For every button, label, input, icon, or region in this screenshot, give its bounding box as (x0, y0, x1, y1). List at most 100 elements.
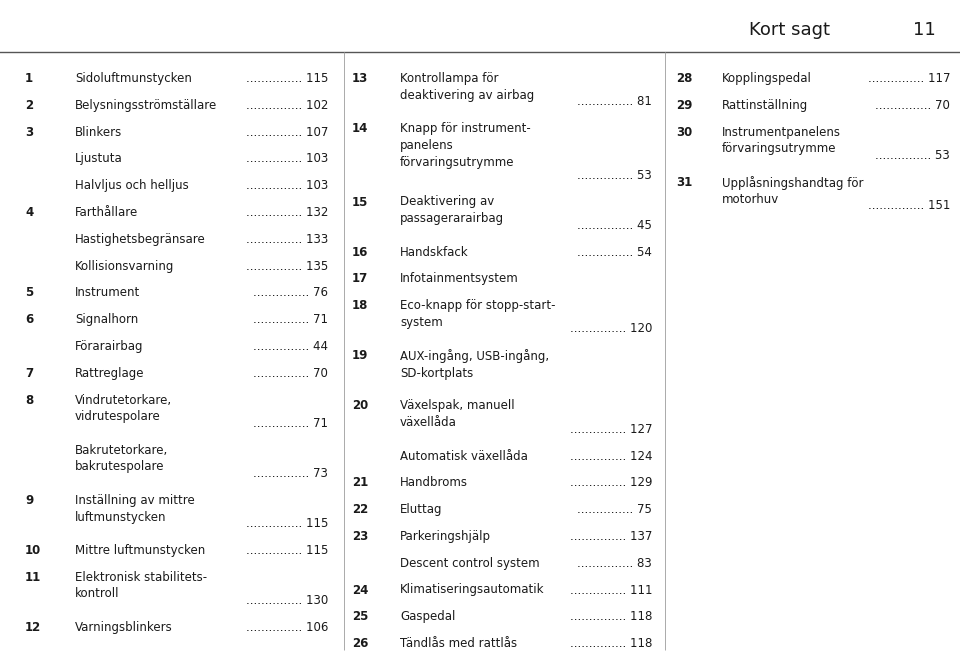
Text: 18: 18 (352, 299, 369, 312)
Text: ............... 102: ............... 102 (246, 99, 328, 112)
Text: 22: 22 (352, 503, 369, 516)
Text: Vindrutetorkare,
vidrutespolare: Vindrutetorkare, vidrutespolare (75, 394, 172, 423)
Text: ............... 124: ............... 124 (569, 449, 652, 462)
Text: ............... 115: ............... 115 (246, 72, 328, 85)
Text: 6: 6 (25, 313, 34, 326)
Text: ............... 70: ............... 70 (876, 99, 950, 112)
Text: 10: 10 (25, 544, 41, 557)
Text: ............... 115: ............... 115 (246, 517, 328, 530)
Text: 14: 14 (352, 122, 369, 135)
Text: Växelspak, manuell
växellåda: Växelspak, manuell växellåda (400, 400, 515, 429)
Text: Kopplingspedal: Kopplingspedal (722, 72, 812, 85)
Text: ............... 135: ............... 135 (246, 259, 328, 272)
Text: Signalhorn: Signalhorn (75, 313, 138, 326)
Text: Gaspedal: Gaspedal (400, 610, 455, 624)
Text: ............... 118: ............... 118 (569, 610, 652, 624)
Text: Deaktivering av
passagerarairbag: Deaktivering av passagerarairbag (400, 195, 504, 225)
Text: ............... 103: ............... 103 (246, 179, 328, 192)
Text: Halvljus och helljus: Halvljus och helljus (75, 179, 189, 192)
Text: Rattinställning: Rattinställning (722, 99, 808, 112)
Text: Tändlås med rattlås: Tändlås med rattlås (400, 637, 517, 650)
Text: ............... 54: ............... 54 (577, 246, 652, 259)
Text: Handbroms: Handbroms (400, 476, 468, 489)
Text: 17: 17 (352, 272, 369, 286)
Text: ............... 83: ............... 83 (577, 557, 652, 570)
Text: 25: 25 (352, 610, 369, 624)
Text: ............... 132: ............... 132 (246, 206, 328, 219)
Text: ............... 45: ............... 45 (577, 219, 652, 232)
Text: ............... 70: ............... 70 (253, 367, 328, 380)
Text: 11: 11 (913, 21, 936, 39)
Text: 15: 15 (352, 195, 369, 208)
Text: Hastighetsbegränsare: Hastighetsbegränsare (75, 233, 205, 246)
Text: ............... 137: ............... 137 (569, 530, 652, 543)
Text: ............... 133: ............... 133 (246, 233, 328, 246)
Text: Sidoluftmunstycken: Sidoluftmunstycken (75, 72, 192, 85)
Text: 19: 19 (352, 349, 369, 362)
Text: ............... 151: ............... 151 (868, 199, 950, 212)
Text: Mittre luftmunstycken: Mittre luftmunstycken (75, 544, 205, 557)
Text: Bakrutetorkare,
bakrutespolare: Bakrutetorkare, bakrutespolare (75, 443, 168, 474)
Text: 30: 30 (676, 126, 692, 139)
Text: Varningsblinkers: Varningsblinkers (75, 621, 173, 634)
Text: 28: 28 (676, 72, 692, 85)
Text: Instrumentpanelens
förvaringsutrymme: Instrumentpanelens förvaringsutrymme (722, 126, 841, 155)
Text: Eluttag: Eluttag (400, 503, 443, 516)
Text: Knapp för instrument-
panelens
förvaringsutrymme: Knapp för instrument- panelens förvaring… (400, 122, 531, 169)
Text: Handskfack: Handskfack (400, 246, 468, 259)
Text: Instrument: Instrument (75, 286, 140, 299)
Text: ............... 129: ............... 129 (569, 476, 652, 489)
Text: 26: 26 (352, 637, 369, 650)
Text: 3: 3 (25, 126, 34, 139)
Text: 8: 8 (25, 394, 34, 407)
Text: 16: 16 (352, 246, 369, 259)
Text: ............... 81: ............... 81 (577, 95, 652, 108)
Text: Eco-knapp för stopp-start-
system: Eco-knapp för stopp-start- system (400, 299, 556, 329)
Text: 2: 2 (25, 99, 34, 112)
Text: ............... 103: ............... 103 (246, 153, 328, 166)
Text: Farthållare: Farthållare (75, 206, 138, 219)
Text: ............... 127: ............... 127 (569, 422, 652, 436)
Text: ............... 106: ............... 106 (246, 621, 328, 634)
Text: Rattreglage: Rattreglage (75, 367, 145, 380)
Text: 31: 31 (676, 176, 692, 189)
Text: ............... 117: ............... 117 (868, 72, 950, 85)
Text: Upplåsningshandtag för
motorhuv: Upplåsningshandtag för motorhuv (722, 176, 863, 206)
Text: 9: 9 (25, 494, 34, 507)
Text: 12: 12 (25, 621, 41, 634)
Text: ............... 120: ............... 120 (569, 322, 652, 335)
Text: ............... 76: ............... 76 (253, 286, 328, 299)
Text: 24: 24 (352, 584, 369, 597)
Text: 13: 13 (352, 72, 369, 85)
Text: ............... 118: ............... 118 (569, 637, 652, 650)
Text: Parkeringshjälp: Parkeringshjälp (400, 530, 491, 543)
Text: Elektronisk stabilitets-
kontroll: Elektronisk stabilitets- kontroll (75, 571, 207, 601)
Text: ............... 53: ............... 53 (876, 149, 950, 162)
Text: Descent control system: Descent control system (400, 557, 540, 570)
Text: Kort sagt: Kort sagt (749, 21, 829, 39)
Text: ............... 130: ............... 130 (246, 594, 328, 607)
Text: 5: 5 (25, 286, 34, 299)
Text: ............... 111: ............... 111 (569, 584, 652, 597)
Text: Kontrollampa för
deaktivering av airbag: Kontrollampa för deaktivering av airbag (400, 72, 535, 102)
Text: 29: 29 (676, 99, 692, 112)
Text: Belysningsströmställare: Belysningsströmställare (75, 99, 217, 112)
Text: ............... 44: ............... 44 (253, 340, 328, 353)
Text: ............... 71: ............... 71 (253, 313, 328, 326)
Text: 11: 11 (25, 571, 41, 584)
Text: 7: 7 (25, 367, 34, 380)
Text: Ljustuta: Ljustuta (75, 153, 123, 166)
Text: ............... 107: ............... 107 (246, 126, 328, 139)
Text: Klimatiseringsautomatik: Klimatiseringsautomatik (400, 584, 544, 597)
Text: Blinkers: Blinkers (75, 126, 122, 139)
Text: 4: 4 (25, 206, 34, 219)
Text: ............... 75: ............... 75 (577, 503, 652, 516)
Text: ............... 73: ............... 73 (253, 467, 328, 480)
Text: Kollisionsvarning: Kollisionsvarning (75, 259, 175, 272)
Text: Automatisk växellåda: Automatisk växellåda (400, 449, 528, 462)
Text: ............... 71: ............... 71 (253, 417, 328, 430)
Text: ............... 53: ............... 53 (577, 169, 652, 181)
Text: Infotainmentsystem: Infotainmentsystem (400, 272, 518, 286)
Text: AUX-ingång, USB-ingång,
SD-kortplats: AUX-ingång, USB-ingång, SD-kortplats (400, 349, 549, 380)
Text: 20: 20 (352, 400, 369, 413)
